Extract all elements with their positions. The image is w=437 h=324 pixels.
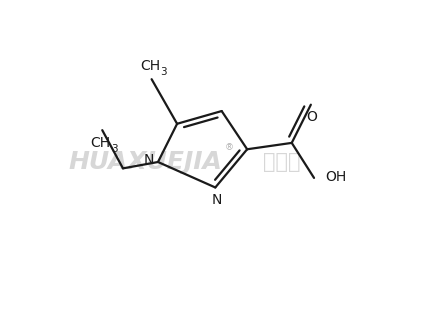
Text: O: O	[306, 110, 317, 124]
Text: CH: CH	[140, 60, 160, 74]
Text: ®: ®	[225, 143, 234, 152]
Text: N: N	[212, 192, 222, 207]
Text: N: N	[143, 153, 154, 168]
Text: OH: OH	[326, 170, 347, 184]
Text: CH: CH	[90, 136, 111, 150]
Text: 3: 3	[111, 144, 118, 154]
Text: HUAXUEJIA: HUAXUEJIA	[68, 150, 222, 174]
Text: 3: 3	[160, 67, 167, 77]
Text: 化学加: 化学加	[264, 152, 301, 172]
